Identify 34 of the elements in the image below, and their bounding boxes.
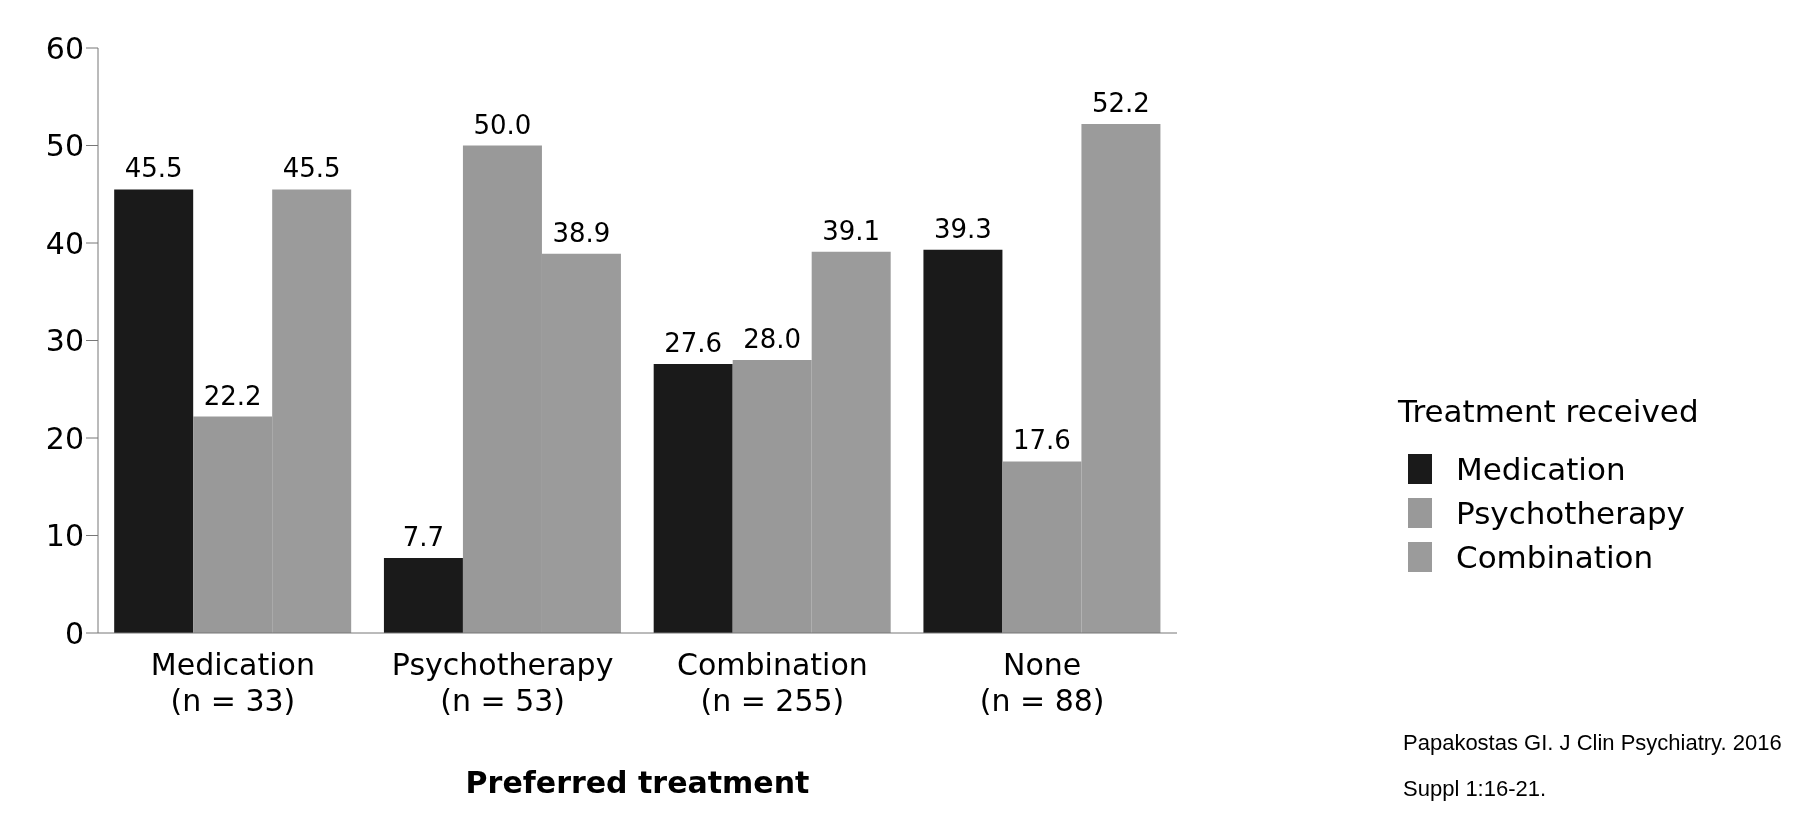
data-label: 50.0: [473, 109, 532, 140]
data-label: 7.7: [402, 521, 445, 552]
data-label: 39.1: [822, 215, 881, 246]
data-label: 45.5: [124, 153, 183, 184]
x-tick-label: Combination (n = 255): [676, 647, 868, 718]
data-label: 28.0: [743, 324, 802, 354]
data-label: 39.3: [933, 213, 992, 244]
y-tick-label: 0: [64, 615, 84, 651]
legend-label: Psychotherapy: [1456, 495, 1685, 531]
text: Suppl 1:16-21.: [1403, 775, 1548, 803]
x-tick-label: Medication (n = 33): [150, 647, 315, 718]
data-label: 22.2: [203, 380, 262, 411]
y-tick-label: 20: [45, 420, 84, 456]
y-tick-label: 30: [45, 323, 84, 359]
x-tick-label: Psychotherapy (n = 53): [391, 647, 614, 718]
data-label: 38.9: [552, 217, 611, 248]
bar: [114, 189, 194, 633]
bar: [383, 557, 463, 633]
text: Papakostas GI. J Clin Psychiatry. 2016: [1403, 729, 1782, 757]
y-tick-label: 10: [45, 518, 84, 554]
legend-title: Treatment received: [1398, 393, 1700, 429]
data-label: 45.5: [282, 153, 341, 184]
legend-label: Medication: [1456, 451, 1626, 487]
bar: [923, 249, 1003, 633]
x-tick-label: None (n = 88): [979, 647, 1105, 718]
bar: [653, 363, 733, 633]
y-tick-label: 40: [45, 225, 84, 261]
data-label: 27.6: [664, 327, 723, 358]
data-label: 17.6: [1012, 425, 1071, 456]
x-axis-title: Preferred treatment: [465, 765, 810, 800]
y-tick-label: 50: [45, 128, 84, 164]
legend-label: Combination: [1456, 539, 1654, 575]
y-tick-label: 60: [45, 30, 84, 66]
data-label: 52.2: [1091, 88, 1150, 119]
